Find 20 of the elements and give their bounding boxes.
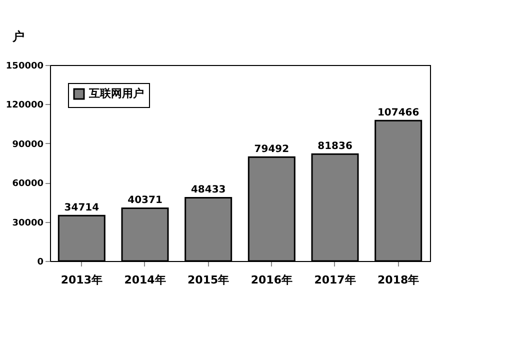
data-label: 40371	[128, 195, 162, 206]
y-tick-label: 60000	[12, 179, 44, 190]
legend-label: 互联网用户	[88, 87, 144, 100]
x-tick-label: 2014年	[124, 274, 166, 286]
y-tick-label: 150000	[6, 62, 44, 72]
x-tick-label: 2015年	[188, 274, 230, 286]
data-label: 107466	[377, 108, 420, 119]
x-tick-label: 2013年	[60, 274, 102, 286]
y-tick-label: 90000	[12, 140, 44, 150]
y-tick-label: 30000	[12, 218, 44, 228]
x-tick-label: 2017年	[314, 274, 356, 286]
x-tick-label: 2016年	[250, 274, 292, 286]
y-axis-title: 户	[12, 30, 24, 44]
y-tick-label: 0	[37, 258, 44, 268]
y-tick-label: 120000	[6, 100, 44, 111]
data-label: 79492	[254, 144, 290, 156]
x-tick-label: 2018年	[378, 274, 420, 286]
data-label: 48433	[190, 184, 226, 196]
data-label: 34714	[64, 202, 100, 214]
data-label: 81836	[318, 141, 352, 152]
